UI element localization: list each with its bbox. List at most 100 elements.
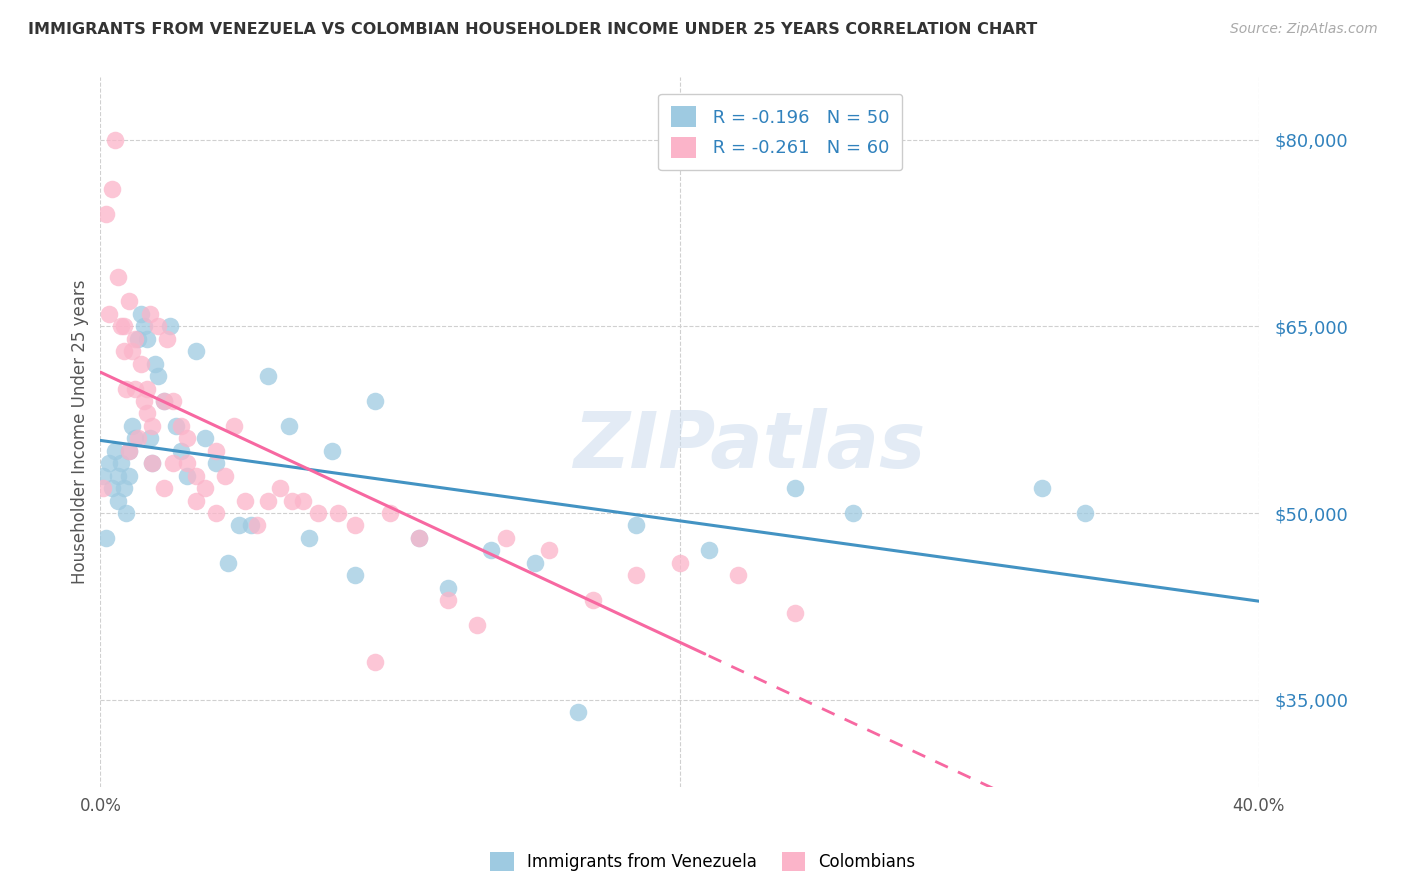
Point	[233, 493, 256, 508]
Point	[277, 418, 299, 433]
Point	[162, 394, 184, 409]
Point	[408, 531, 430, 545]
Point	[98, 456, 121, 470]
Point	[94, 207, 117, 221]
Point	[176, 431, 198, 445]
Point	[153, 394, 176, 409]
Point	[156, 332, 179, 346]
Point	[344, 568, 367, 582]
Point	[129, 307, 152, 321]
Point	[246, 518, 269, 533]
Point	[107, 468, 129, 483]
Point	[437, 581, 460, 595]
Point	[217, 556, 239, 570]
Point	[118, 443, 141, 458]
Point	[378, 506, 401, 520]
Point	[257, 493, 280, 508]
Point	[239, 518, 262, 533]
Point	[98, 307, 121, 321]
Point	[159, 319, 181, 334]
Point	[184, 493, 207, 508]
Point	[118, 294, 141, 309]
Point	[165, 418, 187, 433]
Point	[153, 481, 176, 495]
Point	[138, 431, 160, 445]
Point	[101, 182, 124, 196]
Point	[141, 456, 163, 470]
Point	[112, 344, 135, 359]
Point	[127, 431, 149, 445]
Point	[141, 418, 163, 433]
Legend: Immigrants from Venezuela, Colombians: Immigrants from Venezuela, Colombians	[482, 843, 924, 880]
Point	[135, 407, 157, 421]
Point	[228, 518, 250, 533]
Point	[124, 431, 146, 445]
Point	[523, 556, 546, 570]
Point	[785, 481, 807, 495]
Point	[101, 481, 124, 495]
Legend:  R = -0.196   N = 50,  R = -0.261   N = 60: R = -0.196 N = 50, R = -0.261 N = 60	[658, 94, 903, 170]
Point	[364, 656, 387, 670]
Point	[495, 531, 517, 545]
Text: Source: ZipAtlas.com: Source: ZipAtlas.com	[1230, 22, 1378, 37]
Point	[624, 518, 647, 533]
Y-axis label: Householder Income Under 25 years: Householder Income Under 25 years	[72, 280, 89, 584]
Point	[326, 506, 349, 520]
Point	[129, 357, 152, 371]
Point	[1031, 481, 1053, 495]
Point	[697, 543, 720, 558]
Point	[727, 568, 749, 582]
Point	[110, 456, 132, 470]
Point	[344, 518, 367, 533]
Point	[135, 332, 157, 346]
Point	[138, 307, 160, 321]
Point	[135, 382, 157, 396]
Point	[94, 531, 117, 545]
Point	[115, 506, 138, 520]
Point	[1074, 506, 1097, 520]
Point	[104, 443, 127, 458]
Point	[624, 568, 647, 582]
Point	[118, 468, 141, 483]
Point	[132, 394, 155, 409]
Point	[91, 481, 114, 495]
Point	[121, 344, 143, 359]
Point	[205, 506, 228, 520]
Point	[292, 493, 315, 508]
Point	[437, 593, 460, 607]
Point	[141, 456, 163, 470]
Point	[91, 468, 114, 483]
Point	[408, 531, 430, 545]
Point	[479, 543, 502, 558]
Point	[364, 394, 387, 409]
Point	[321, 443, 343, 458]
Point	[107, 269, 129, 284]
Point	[127, 332, 149, 346]
Point	[124, 332, 146, 346]
Point	[112, 481, 135, 495]
Point	[269, 481, 291, 495]
Point	[205, 443, 228, 458]
Point	[145, 357, 167, 371]
Point	[194, 481, 217, 495]
Point	[184, 344, 207, 359]
Point	[307, 506, 329, 520]
Point	[148, 369, 170, 384]
Text: IMMIGRANTS FROM VENEZUELA VS COLOMBIAN HOUSEHOLDER INCOME UNDER 25 YEARS CORRELA: IMMIGRANTS FROM VENEZUELA VS COLOMBIAN H…	[28, 22, 1038, 37]
Text: ZIPatlas: ZIPatlas	[574, 409, 925, 484]
Point	[110, 319, 132, 334]
Point	[112, 319, 135, 334]
Point	[298, 531, 321, 545]
Point	[115, 382, 138, 396]
Point	[107, 493, 129, 508]
Point	[214, 468, 236, 483]
Point	[222, 418, 245, 433]
Point	[162, 456, 184, 470]
Point	[153, 394, 176, 409]
Point	[184, 468, 207, 483]
Point	[176, 468, 198, 483]
Point	[194, 431, 217, 445]
Point	[567, 705, 589, 719]
Point	[280, 493, 302, 508]
Point	[118, 443, 141, 458]
